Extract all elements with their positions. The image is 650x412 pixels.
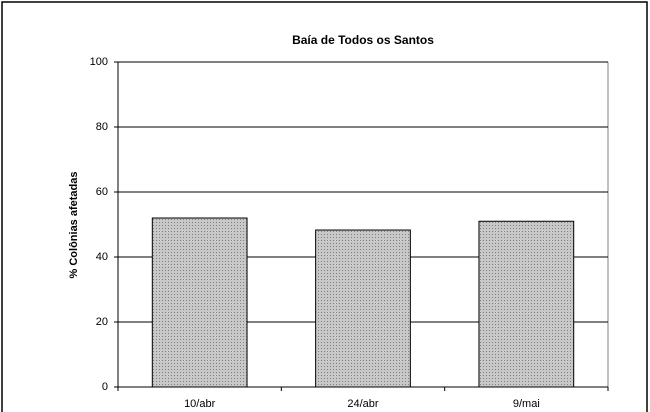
y-tick-label: 40 [96,251,108,263]
bar [315,229,411,388]
x-tick-label: 9/mai [513,398,540,410]
y-tick-label: 100 [90,56,108,68]
y-tick-label: 80 [96,121,108,133]
y-tick-label: 60 [96,186,108,198]
y-tick-label: 20 [96,316,108,328]
chart-title: Baía de Todos os Santos [292,33,434,47]
y-tick-label: 0 [102,381,108,393]
bar [478,220,575,388]
bar [151,217,248,388]
y-axis-label: % Colônias afetadas [68,172,80,279]
x-tick-label: 10/abr [184,398,216,410]
x-tick-label: 24/abr [347,398,379,410]
